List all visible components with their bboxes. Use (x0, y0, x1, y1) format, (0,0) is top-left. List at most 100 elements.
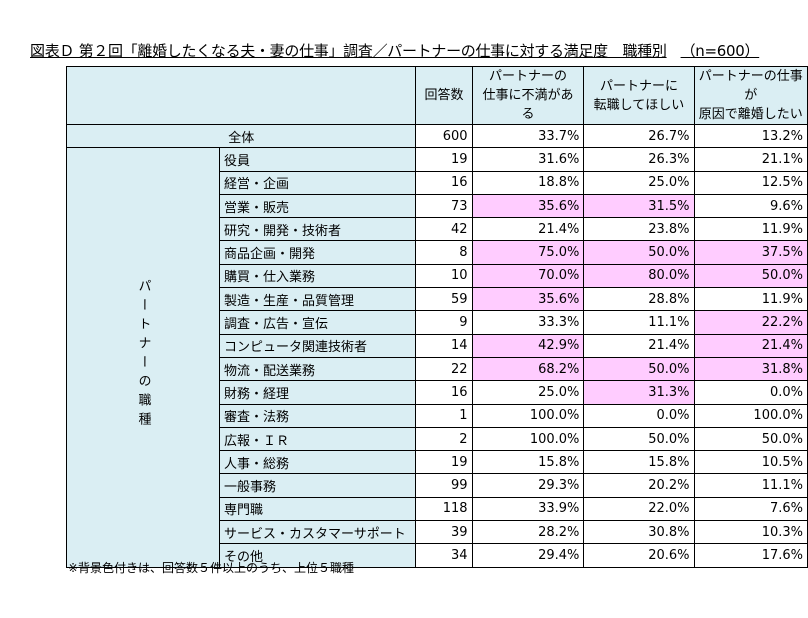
row-dissatisfied: 68.2% (471, 356, 585, 382)
table-row: パートナーの職種 役員 19 31.6% 26.3% 21.1% (66, 147, 808, 568)
row-job-change: 20.2% (583, 473, 695, 498)
header-divorce: パートナーの仕事が 原因で離婚したい (693, 66, 808, 125)
row-label: 製造・生産・品質管理 (218, 287, 417, 312)
row-label: 研究・開発・技術者 (218, 217, 417, 242)
table-row: 審査・法務 1 100.0% 0.0% 100.0% (67, 403, 808, 428)
row-job-change: 21.4% (583, 333, 695, 358)
table-row: サービス・カスタマーサポート 39 28.2% 30.8% 10.3% (67, 520, 808, 545)
row-job-change: 50.0% (583, 426, 695, 452)
row-job-change: 31.5% (583, 193, 695, 219)
row-label: その他 (218, 543, 417, 568)
row-dissatisfied: 28.2% (471, 520, 585, 545)
row-job-change: 80.0% (583, 263, 695, 289)
table-row: 研究・開発・技術者 42 21.4% 23.8% 11.9% (67, 217, 808, 242)
row-dissatisfied: 15.8% (471, 450, 585, 475)
row-count: 22 (415, 356, 473, 382)
row-job-change: 30.8% (583, 520, 695, 545)
row-job-change: 25.0% (583, 170, 695, 195)
table-row: 人事・総務 19 15.8% 15.8% 10.5% (67, 450, 808, 475)
row-divorce: 12.5% (693, 170, 808, 195)
row-label: 役員 (218, 147, 417, 172)
row-job-change: 50.0% (583, 356, 695, 382)
table-row: 専門職 118 33.9% 22.0% 7.6% (67, 496, 808, 522)
row-divorce: 17.6% (693, 543, 808, 568)
row-job-change: 31.3% (583, 380, 695, 405)
row-count: 8 (415, 240, 473, 265)
header-count: 回答数 (415, 66, 473, 125)
row-label: 一般事務 (218, 473, 417, 498)
row-dissatisfied: 70.0% (471, 263, 585, 289)
row-divorce: 0.0% (693, 380, 808, 405)
row-count: 73 (415, 193, 473, 219)
row-label: 財務・経理 (218, 380, 417, 405)
sample-size: （n=600） (680, 42, 760, 60)
group-label-text: パートナーの職種 (135, 279, 151, 432)
total-count: 600 (415, 123, 473, 149)
row-dissatisfied: 33.3% (471, 310, 585, 335)
row-divorce: 37.5% (693, 240, 808, 265)
header-job-change-line2: 転職してほしい (593, 97, 685, 113)
row-label: 営業・販売 (218, 193, 417, 219)
row-divorce: 10.3% (693, 520, 808, 545)
row-dissatisfied: 75.0% (471, 240, 585, 265)
row-count: 16 (415, 380, 473, 405)
chart-title: 図表Ｄ 第２回「離婚したくなる夫・妻の仕事」調査／パートナーの仕事に対する満足度… (30, 40, 759, 61)
table-row: 調査・広告・宣伝 9 33.3% 11.1% 22.2% (67, 310, 808, 335)
header-dissatisfied: パートナーの 仕事に不満がある (471, 66, 585, 125)
table-row: 製造・生産・品質管理 59 35.6% 28.8% 11.9% (67, 287, 808, 312)
row-divorce: 100.0% (693, 403, 808, 428)
row-count: 118 (415, 496, 473, 522)
row-label: サービス・カスタマーサポート (218, 520, 417, 545)
row-count: 99 (415, 473, 473, 498)
header-divorce-line1: パートナーの仕事が (698, 69, 803, 103)
row-label: 専門職 (218, 496, 417, 522)
total-divorce: 13.2% (693, 123, 808, 149)
row-job-change: 50.0% (583, 240, 695, 265)
row-label: 商品企画・開発 (218, 240, 417, 265)
row-divorce: 11.1% (693, 473, 808, 498)
row-label: 広報・ＩＲ (218, 426, 417, 452)
row-dissatisfied: 25.0% (471, 380, 585, 405)
row-divorce: 50.0% (693, 263, 808, 289)
row-dissatisfied: 100.0% (471, 426, 585, 452)
footnote: ※背景色付きは、回答数５件以上のうち、上位５職種 (68, 561, 355, 575)
header-job-change-line1: パートナーに (599, 78, 678, 94)
header-dissatisfied-line1: パートナーの (488, 69, 567, 84)
row-job-change: 0.0% (583, 403, 695, 428)
row-divorce: 21.4% (693, 333, 808, 358)
total-row: 全体 600 33.7% 26.7% 13.2% (65, 123, 808, 149)
header-blank (65, 66, 417, 125)
row-count: 19 (415, 450, 473, 475)
row-label: 購買・仕入業務 (218, 263, 417, 289)
row-count: 34 (415, 543, 473, 568)
row-divorce: 21.1% (693, 147, 808, 172)
row-dissatisfied: 35.6% (471, 193, 585, 219)
row-divorce: 11.9% (693, 217, 808, 242)
row-divorce: 10.5% (693, 450, 808, 475)
row-divorce: 7.6% (693, 496, 808, 522)
row-count: 14 (415, 333, 473, 358)
row-dissatisfied: 33.9% (471, 496, 585, 522)
row-label: 人事・総務 (218, 450, 417, 475)
table-row: 経営・企画 16 18.8% 25.0% 12.5% (67, 170, 808, 195)
row-dissatisfied: 35.6% (471, 287, 585, 312)
row-count: 19 (415, 147, 473, 172)
total-dissatisfied: 33.7% (471, 123, 585, 149)
header-row: 回答数 パートナーの 仕事に不満がある パートナーに 転職してほしい パートナーの仕… (65, 66, 808, 125)
table-row: 一般事務 99 29.3% 20.2% 11.1% (67, 473, 808, 498)
row-count: 39 (415, 520, 473, 545)
row-label: 経営・企画 (218, 170, 417, 195)
total-label: 全体 (65, 123, 417, 149)
row-label: 審査・法務 (218, 403, 417, 428)
title-text: 図表Ｄ 第２回「離婚したくなる夫・妻の仕事」調査／パートナーの仕事に対する満足度… (30, 42, 667, 60)
row-job-change: 15.8% (583, 450, 695, 475)
row-dissatisfied: 100.0% (471, 403, 585, 428)
row-dissatisfied: 18.8% (471, 170, 585, 195)
row-dissatisfied: 29.4% (471, 543, 585, 568)
row-label: 物流・配送業務 (218, 356, 417, 382)
row-divorce: 50.0% (693, 426, 808, 452)
table-row: 広報・ＩＲ 2 100.0% 50.0% 50.0% (67, 426, 808, 452)
header-job-change: パートナーに 転職してほしい (583, 66, 695, 125)
row-dissatisfied: 29.3% (471, 473, 585, 498)
row-label: 調査・広告・宣伝 (218, 310, 417, 335)
